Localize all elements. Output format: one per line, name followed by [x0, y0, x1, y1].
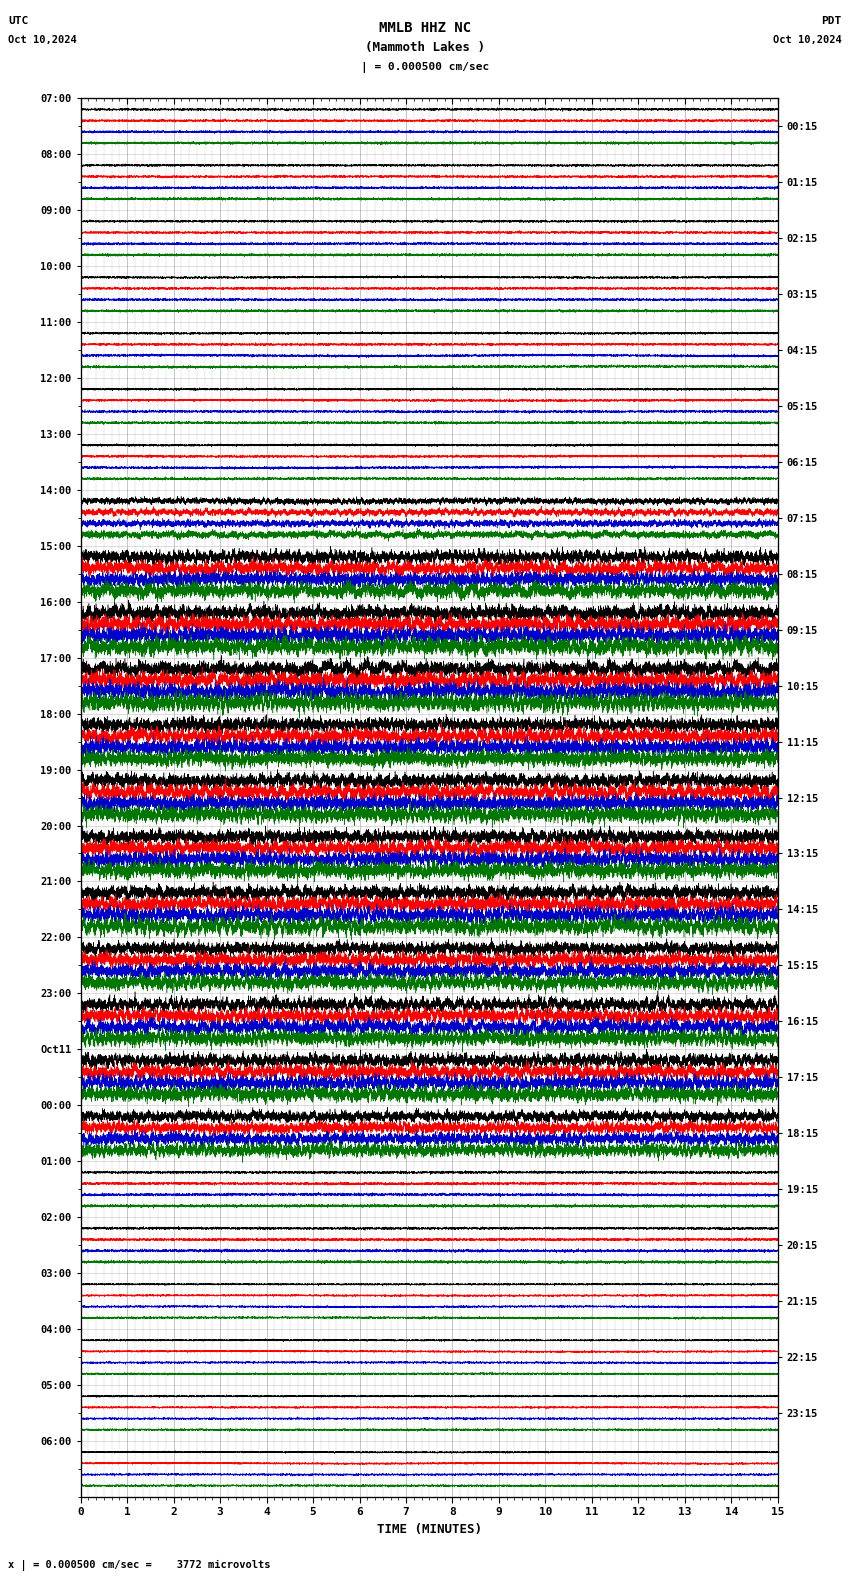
Text: x | = 0.000500 cm/sec =    3772 microvolts: x | = 0.000500 cm/sec = 3772 microvolts — [8, 1560, 271, 1571]
Text: PDT: PDT — [821, 16, 842, 25]
Text: Oct 10,2024: Oct 10,2024 — [773, 35, 842, 44]
Text: | = 0.000500 cm/sec: | = 0.000500 cm/sec — [361, 62, 489, 73]
X-axis label: TIME (MINUTES): TIME (MINUTES) — [377, 1522, 482, 1536]
Text: (Mammoth Lakes ): (Mammoth Lakes ) — [365, 41, 485, 54]
Text: MMLB HHZ NC: MMLB HHZ NC — [379, 21, 471, 35]
Text: UTC: UTC — [8, 16, 29, 25]
Text: Oct 10,2024: Oct 10,2024 — [8, 35, 77, 44]
